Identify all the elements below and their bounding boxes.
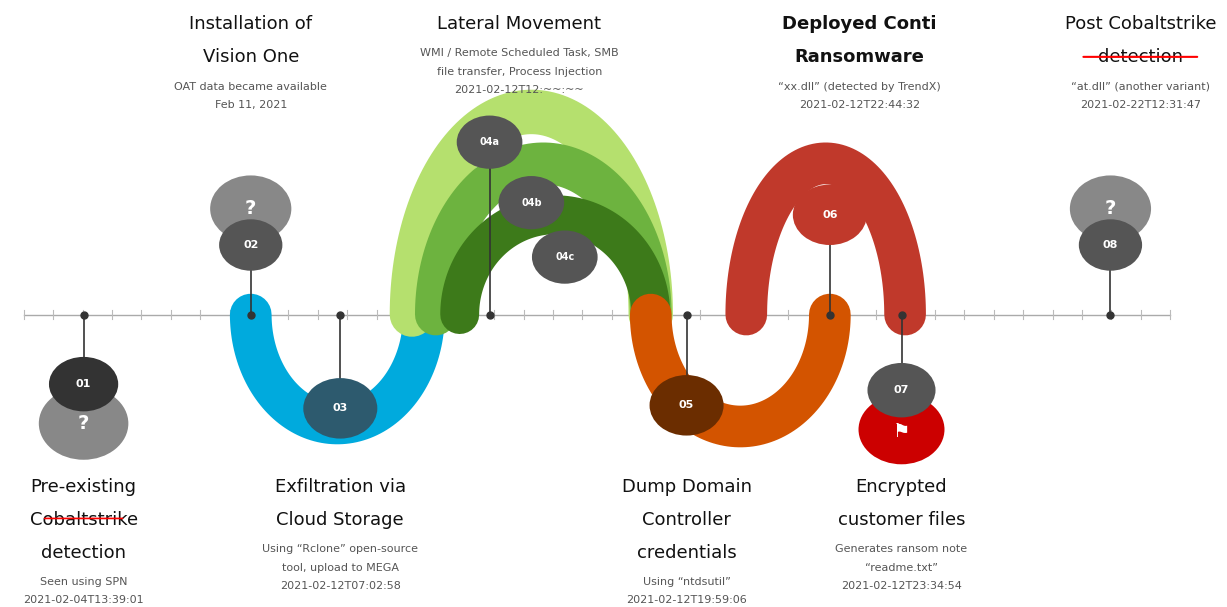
Text: 2021-02-22T12:31:47: 2021-02-22T12:31:47 xyxy=(1080,100,1201,110)
Text: Cloud Storage: Cloud Storage xyxy=(276,511,404,529)
Text: 2021-02-12T07:02:58: 2021-02-12T07:02:58 xyxy=(280,581,401,591)
Ellipse shape xyxy=(303,378,378,439)
Ellipse shape xyxy=(498,176,564,229)
Text: customer files: customer files xyxy=(838,511,966,529)
Text: Controller: Controller xyxy=(642,511,731,529)
Ellipse shape xyxy=(39,387,129,459)
Ellipse shape xyxy=(649,375,724,436)
Text: 2021-02-12T12:~~:~~: 2021-02-12T12:~~:~~ xyxy=(454,85,584,95)
Text: “at.dll” (another variant): “at.dll” (another variant) xyxy=(1071,82,1210,92)
Text: 04c: 04c xyxy=(555,252,574,262)
Text: Dump Domain: Dump Domain xyxy=(622,478,752,496)
Text: credentials: credentials xyxy=(637,544,736,563)
Ellipse shape xyxy=(49,357,118,412)
Text: Lateral Movement: Lateral Movement xyxy=(437,15,601,33)
Text: 2021-02-12T19:59:06: 2021-02-12T19:59:06 xyxy=(626,595,747,605)
Text: file transfer, Process Injection: file transfer, Process Injection xyxy=(437,67,602,76)
Text: 04b: 04b xyxy=(521,198,541,208)
Text: WMI / Remote Scheduled Task, SMB: WMI / Remote Scheduled Task, SMB xyxy=(420,49,618,58)
Text: ?: ? xyxy=(245,199,256,218)
Ellipse shape xyxy=(793,185,866,245)
Text: “readme.txt”: “readme.txt” xyxy=(865,563,937,572)
Text: tool, upload to MEGA: tool, upload to MEGA xyxy=(282,563,399,572)
Ellipse shape xyxy=(210,175,291,242)
Ellipse shape xyxy=(533,231,598,283)
Ellipse shape xyxy=(867,363,935,418)
Text: OAT data became available: OAT data became available xyxy=(174,82,328,92)
Text: Encrypted: Encrypted xyxy=(855,478,947,496)
Text: 08: 08 xyxy=(1103,240,1118,250)
Ellipse shape xyxy=(1079,219,1142,271)
Text: 2021-02-12T23:34:54: 2021-02-12T23:34:54 xyxy=(840,581,962,591)
Text: Exfiltration via: Exfiltration via xyxy=(275,478,406,496)
Text: Generates ransom note: Generates ransom note xyxy=(836,544,968,554)
Text: 02: 02 xyxy=(243,240,259,250)
Text: Pre-existing: Pre-existing xyxy=(31,478,136,496)
Text: Seen using SPN: Seen using SPN xyxy=(39,577,128,586)
Text: Ransomware: Ransomware xyxy=(795,49,925,66)
Text: 07: 07 xyxy=(893,385,909,395)
Text: detection: detection xyxy=(1098,49,1183,66)
Text: Vision One: Vision One xyxy=(202,49,299,66)
Text: 2021-02-04T13:39:01: 2021-02-04T13:39:01 xyxy=(23,595,144,605)
Text: 01: 01 xyxy=(76,379,91,389)
Text: Feb 11, 2021: Feb 11, 2021 xyxy=(215,100,287,110)
Text: ?: ? xyxy=(1104,199,1117,218)
Ellipse shape xyxy=(456,115,523,169)
Ellipse shape xyxy=(859,395,945,464)
Text: Using “ntdsutil”: Using “ntdsutil” xyxy=(643,577,730,586)
Text: Using “Rclone” open-source: Using “Rclone” open-source xyxy=(263,544,418,554)
Text: Deployed Conti: Deployed Conti xyxy=(783,15,937,33)
Text: 05: 05 xyxy=(679,400,694,410)
Text: “xx.dll” (detected by TrendX): “xx.dll” (detected by TrendX) xyxy=(778,82,941,92)
Text: Installation of: Installation of xyxy=(189,15,312,33)
Text: 04a: 04a xyxy=(480,137,499,147)
Text: 2021-02-12T22:44:32: 2021-02-12T22:44:32 xyxy=(799,100,920,110)
Text: ⚑: ⚑ xyxy=(893,423,910,442)
Ellipse shape xyxy=(1070,175,1151,242)
Text: Cobaltstrike: Cobaltstrike xyxy=(29,511,137,529)
Ellipse shape xyxy=(220,219,282,271)
Text: detection: detection xyxy=(40,544,126,563)
Text: Post Cobaltstrike: Post Cobaltstrike xyxy=(1065,15,1216,33)
Text: ?: ? xyxy=(77,414,90,433)
Text: 06: 06 xyxy=(822,210,838,220)
Text: 03: 03 xyxy=(333,403,348,413)
